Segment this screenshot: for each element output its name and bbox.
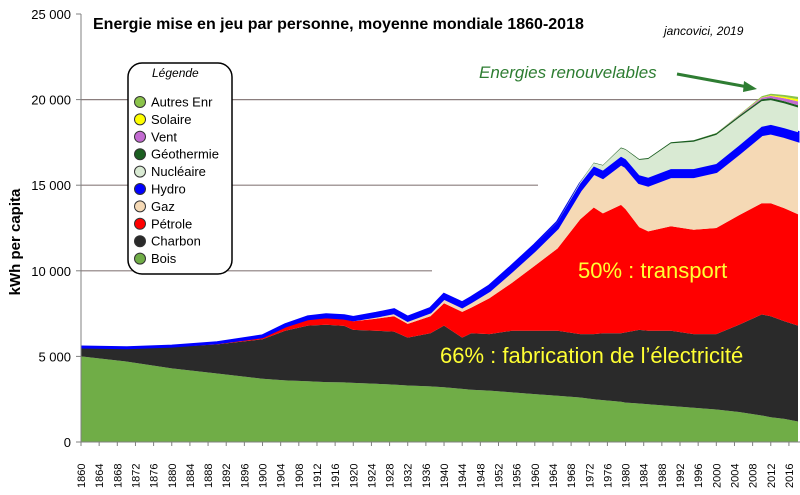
x-tick-label: 1968 [566, 464, 578, 488]
legend-label: Gaz [151, 199, 175, 214]
x-tick-labels: 1860 1864 1868 1872 1876 1880 1884 1888 1892 1896… [76, 442, 796, 488]
x-tick-label: 1992 [675, 464, 687, 488]
legend-label: Vent [151, 129, 177, 144]
area-hydro [80, 123, 800, 350]
x-tick-label: 1888 [203, 464, 215, 488]
x-tick-label: 1924 [366, 464, 378, 488]
annotation-renouvelables: Energies renouvelables [479, 63, 657, 82]
x-tick-label: 1900 [258, 464, 270, 488]
legend-box [127, 62, 233, 275]
legend-title: Légende [152, 66, 199, 80]
legend-marker [134, 96, 146, 108]
x-tick-label: 1928 [385, 464, 397, 488]
x-tick-label: 1864 [94, 464, 106, 488]
annotation-transport: 50% : transport [578, 258, 727, 283]
legend-marker [134, 235, 146, 248]
x-tick-label: 1936 [421, 464, 433, 488]
y-tick-label: 0 [64, 435, 71, 450]
chart-title: Energie mise en jeu par personne, moyenn… [93, 16, 584, 33]
renouvelables-arrow-line [676, 72, 749, 89]
x-tick-label: 1912 [312, 464, 324, 488]
legend-label: Autres Enr [151, 95, 213, 110]
x-tick-label: 1868 [112, 464, 124, 488]
x-tick-label: 1884 [185, 464, 197, 488]
y-tick-label: 20 000 [31, 93, 71, 108]
legend-items: Autres Enr Solaire Vent Géothermie Nucléaire… [134, 95, 219, 266]
legend-marker [134, 200, 146, 213]
x-tick-label: 1860 [76, 464, 88, 488]
legend-marker [134, 165, 146, 178]
legend-marker [134, 217, 146, 230]
chart-credit: jancovici, 2019 [662, 24, 744, 38]
x-tick-label: 2008 [748, 464, 760, 488]
legend-marker [134, 183, 146, 195]
x-tick-label: 1944 [457, 464, 469, 488]
x-tick-label: 1952 [493, 464, 505, 488]
y-tick-label: 15 000 [31, 178, 71, 193]
x-tick-label: 1964 [548, 464, 560, 488]
legend-marker [134, 148, 146, 161]
legend-marker [134, 252, 146, 265]
x-tick-label: 1988 [657, 464, 669, 488]
x-tick-label: 1892 [221, 464, 233, 488]
legend-label: Géothermie [151, 147, 219, 162]
x-tick-label: 1940 [439, 464, 451, 488]
stacked-areas [80, 93, 800, 442]
legend-label: Bois [151, 251, 177, 266]
area-p-trole [81, 203, 798, 348]
renouvelables-arrow-head [743, 81, 757, 92]
legend-label: Hydro [151, 182, 186, 197]
x-tick-label: 1932 [403, 464, 415, 488]
y-tick-label: 25 000 [31, 7, 71, 22]
legend-label: Pétrole [151, 216, 192, 231]
x-tick-label: 1896 [239, 464, 251, 488]
legend: Légende Autres Enr Solaire Vent Géothermie N… [127, 62, 233, 275]
x-tick-label: 2016 [784, 464, 796, 488]
area-bois [81, 356, 798, 442]
x-tick-label: 1980 [621, 464, 633, 488]
legend-label: Solaire [151, 112, 191, 127]
x-tick-label: 2000 [711, 464, 723, 488]
x-tick-label: 1908 [294, 464, 306, 488]
x-tick-label: 2012 [766, 464, 778, 488]
area-gaz [81, 133, 798, 348]
x-tick-label: 1916 [330, 464, 342, 488]
x-tick-label: 1960 [530, 464, 542, 488]
x-tick-label: 1904 [276, 464, 288, 488]
x-tick-label: 2004 [729, 464, 741, 488]
legend-label: Nucléaire [151, 164, 206, 179]
x-tick-label: 1920 [348, 464, 360, 488]
x-tick-label: 1996 [693, 464, 705, 488]
y-tick-labels: 0 5 000 10 000 15 000 20 000 25 000 [31, 7, 81, 450]
legend-label: Charbon [151, 234, 201, 249]
x-tick-label: 1976 [602, 464, 614, 488]
x-tick-label: 1972 [584, 464, 596, 488]
x-tick-label: 1876 [149, 464, 161, 488]
x-tick-label: 1984 [639, 464, 651, 488]
x-tick-label: 1956 [512, 464, 524, 488]
y-axis-label: kWh per capita [7, 188, 24, 295]
x-tick-label: 1880 [167, 464, 179, 488]
area-charbon [81, 314, 798, 422]
x-tick-label: 1948 [475, 464, 487, 488]
legend-marker [134, 130, 146, 143]
legend-marker [134, 113, 146, 126]
y-tick-label: 5 000 [38, 349, 71, 364]
annotation-electricite: 66% : fabrication de l’électricité [440, 343, 743, 368]
x-tick-label: 1872 [130, 464, 142, 488]
y-tick-label: 10 000 [31, 264, 71, 279]
